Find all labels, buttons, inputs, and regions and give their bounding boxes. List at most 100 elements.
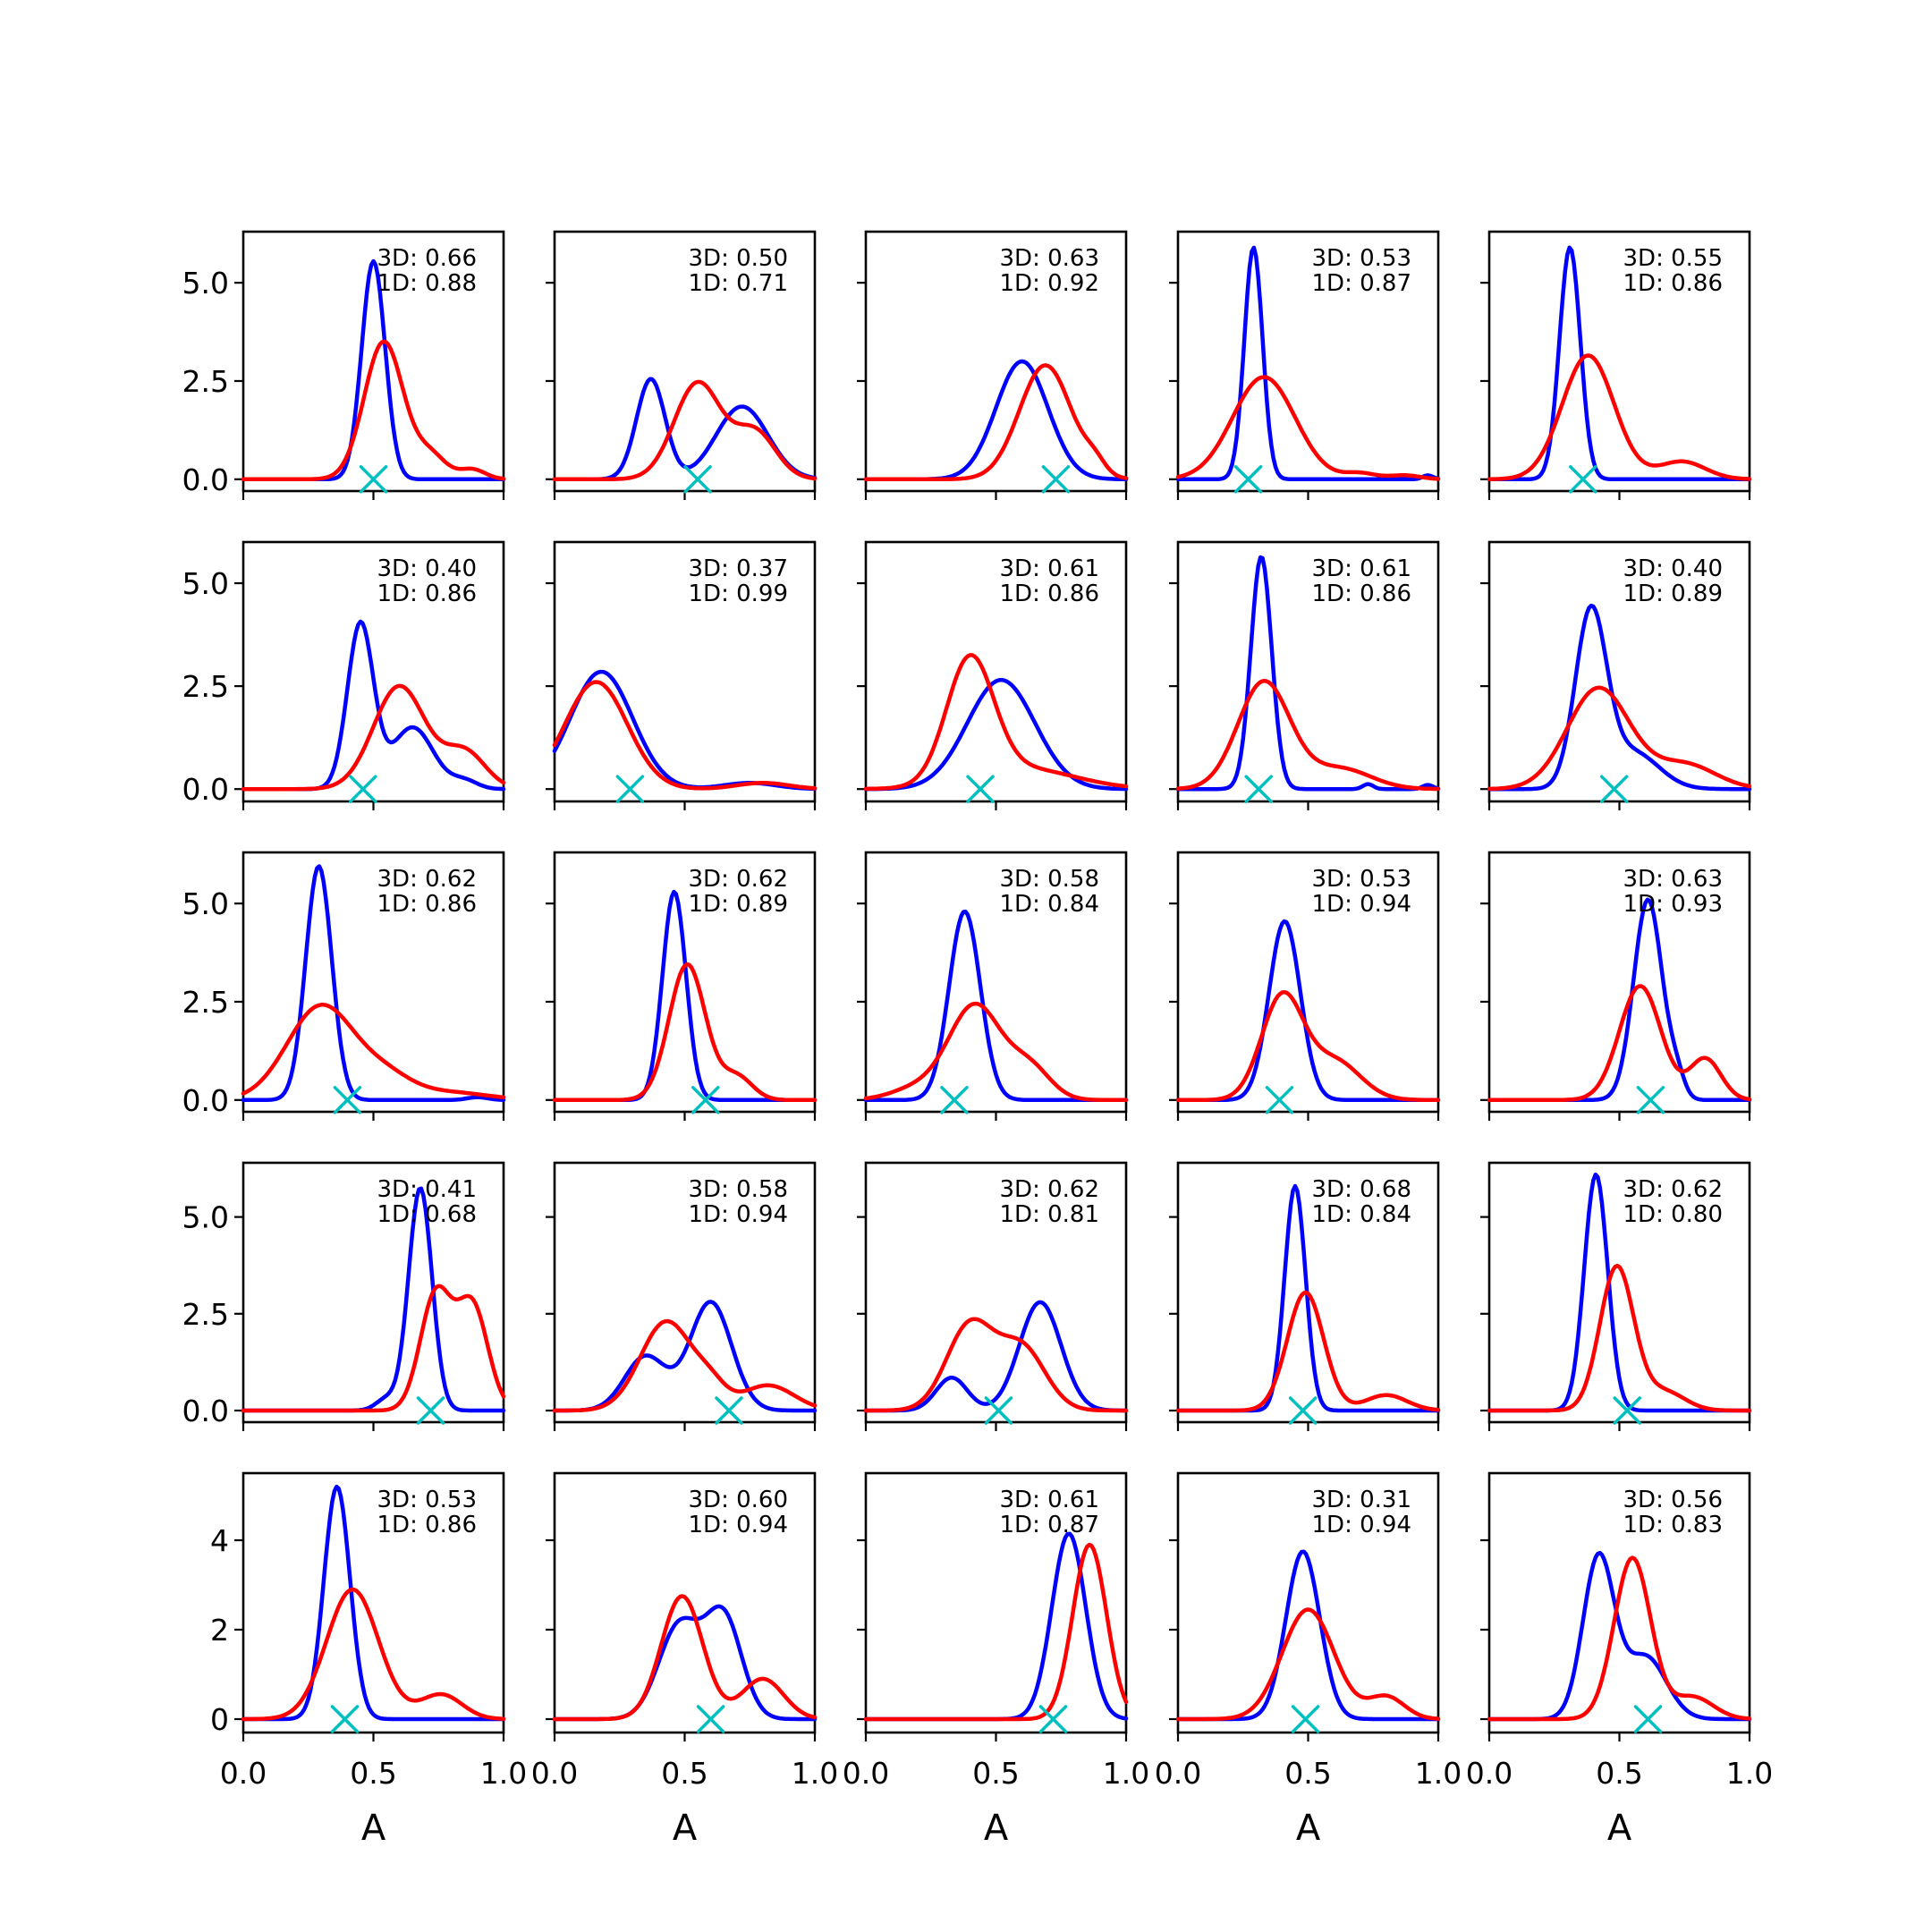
annotation-1d: 1D: 0.84 (1000, 891, 1099, 918)
blue-density-curve-4 (1175, 245, 1441, 482)
annotation-1d: 1D: 0.89 (1623, 580, 1723, 607)
y-tick-label: 0.0 (182, 1083, 229, 1118)
annotation-1d: 1D: 0.93 (1623, 891, 1723, 918)
true-value-marker-16 (416, 1396, 445, 1425)
annotation-1d: 1D: 0.86 (1623, 270, 1723, 297)
x-tick-label: 1.0 (480, 1756, 527, 1791)
red-density-curve-1 (241, 339, 506, 482)
annotation-3d: 3D: 0.31 (1312, 1487, 1411, 1513)
annotation-3d: 3D: 0.66 (377, 245, 477, 272)
annotation-3d: 3D: 0.61 (1000, 1487, 1099, 1513)
annotation-1d: 1D: 0.86 (1312, 580, 1411, 607)
annotation-3d: 3D: 0.55 (1623, 245, 1723, 272)
blue-density-curve-9 (1175, 555, 1441, 792)
y-tick-label: 0.0 (182, 462, 229, 497)
red-density-curve-20 (1487, 1263, 1752, 1413)
annotation-1d: 1D: 0.87 (1000, 1512, 1099, 1538)
true-value-marker-5 (1569, 465, 1597, 494)
blue-density-curve-18 (863, 1300, 1129, 1413)
true-value-marker-11 (333, 1086, 362, 1114)
red-density-curve-21 (241, 1587, 506, 1722)
red-density-curve-13 (863, 1001, 1129, 1103)
annotation-3d: 3D: 0.68 (1312, 1176, 1411, 1203)
x-tick-label: 0.5 (1284, 1756, 1331, 1791)
blue-density-curve-11 (241, 864, 506, 1103)
true-value-marker-8 (966, 775, 995, 803)
x-tick-label: 0.5 (1596, 1756, 1642, 1791)
blue-density-curve-14 (1175, 919, 1441, 1103)
x-axis-label: A (1296, 1808, 1321, 1849)
red-density-curve-4 (1175, 375, 1441, 481)
true-value-marker-3 (1041, 465, 1071, 494)
red-density-curve-25 (1487, 1555, 1752, 1722)
x-axis-label: A (1607, 1808, 1632, 1849)
annotation-1d: 1D: 0.86 (377, 1512, 477, 1538)
annotation-3d: 3D: 0.58 (1000, 866, 1099, 893)
annotation-1d: 1D: 0.89 (689, 891, 788, 918)
annotation-3d: 3D: 0.40 (1623, 555, 1723, 582)
x-tick-label: 0.0 (843, 1756, 889, 1791)
red-density-curve-18 (863, 1317, 1129, 1413)
annotation-3d: 3D: 0.62 (1000, 1176, 1099, 1203)
true-value-marker-22 (696, 1705, 725, 1733)
red-density-curve-8 (863, 653, 1129, 792)
true-value-marker-23 (1038, 1705, 1068, 1733)
y-tick-label: 2.5 (182, 985, 229, 1020)
annotation-1d: 1D: 0.99 (689, 580, 788, 607)
red-density-curve-7 (552, 680, 818, 791)
blue-density-curve-22 (552, 1604, 818, 1722)
annotation-1d: 1D: 0.81 (1000, 1201, 1099, 1228)
true-value-marker-12 (691, 1086, 720, 1114)
red-density-curve-3 (863, 363, 1129, 482)
annotation-1d: 1D: 0.80 (1623, 1201, 1723, 1228)
true-value-marker-17 (715, 1396, 743, 1425)
x-tick-label: 1.0 (792, 1756, 838, 1791)
true-value-marker-14 (1265, 1086, 1294, 1114)
annotation-3d: 3D: 0.53 (377, 1487, 477, 1513)
red-density-curve-2 (552, 379, 818, 482)
annotation-1d: 1D: 0.71 (689, 270, 788, 297)
blue-density-curve-5 (1487, 245, 1752, 482)
true-value-marker-24 (1291, 1705, 1320, 1733)
x-tick-label: 0.0 (220, 1756, 267, 1791)
red-density-curve-11 (241, 1003, 506, 1100)
red-density-curve-10 (1487, 685, 1752, 792)
annotation-1d: 1D: 0.92 (1000, 270, 1099, 297)
red-density-curve-12 (552, 962, 818, 1103)
annotation-1d: 1D: 0.86 (1000, 580, 1099, 607)
blue-density-curve-8 (863, 677, 1129, 792)
annotation-3d: 3D: 0.58 (689, 1176, 788, 1203)
true-value-marker-15 (1636, 1086, 1665, 1114)
annotation-1d: 1D: 0.86 (377, 580, 477, 607)
annotation-1d: 1D: 0.87 (1312, 270, 1411, 297)
true-value-marker-19 (1288, 1396, 1318, 1425)
blue-density-curve-15 (1487, 897, 1752, 1103)
annotation-1d: 1D: 0.94 (689, 1512, 788, 1538)
annotation-3d: 3D: 0.40 (377, 555, 477, 582)
annotation-3d: 3D: 0.61 (1312, 555, 1411, 582)
annotation-3d: 3D: 0.53 (1312, 866, 1411, 893)
red-density-curve-14 (1175, 989, 1441, 1103)
x-tick-label: 1.0 (1726, 1756, 1773, 1791)
red-density-curve-9 (1175, 678, 1441, 792)
annotation-1d: 1D: 0.94 (1312, 1512, 1411, 1538)
y-tick-label: 5.0 (182, 1200, 229, 1235)
annotation-1d: 1D: 0.94 (689, 1201, 788, 1228)
x-tick-label: 0.5 (350, 1756, 396, 1791)
x-tick-label: 1.0 (1415, 1756, 1462, 1791)
annotation-3d: 3D: 0.37 (689, 555, 788, 582)
true-value-marker-20 (1613, 1396, 1641, 1425)
annotation-3d: 3D: 0.53 (1312, 245, 1411, 272)
true-value-marker-9 (1244, 775, 1273, 803)
annotation-3d: 3D: 0.41 (377, 1176, 477, 1203)
x-tick-label: 0.0 (1466, 1756, 1513, 1791)
blue-density-curve-10 (1487, 603, 1752, 792)
annotation-1d: 1D: 0.86 (377, 891, 477, 918)
red-density-curve-19 (1175, 1290, 1441, 1413)
annotation-3d: 3D: 0.62 (689, 866, 788, 893)
annotation-3d: 3D: 0.50 (689, 245, 788, 272)
true-value-marker-25 (1633, 1705, 1663, 1733)
red-density-curve-17 (552, 1318, 818, 1413)
annotation-3d: 3D: 0.62 (1623, 1176, 1723, 1203)
